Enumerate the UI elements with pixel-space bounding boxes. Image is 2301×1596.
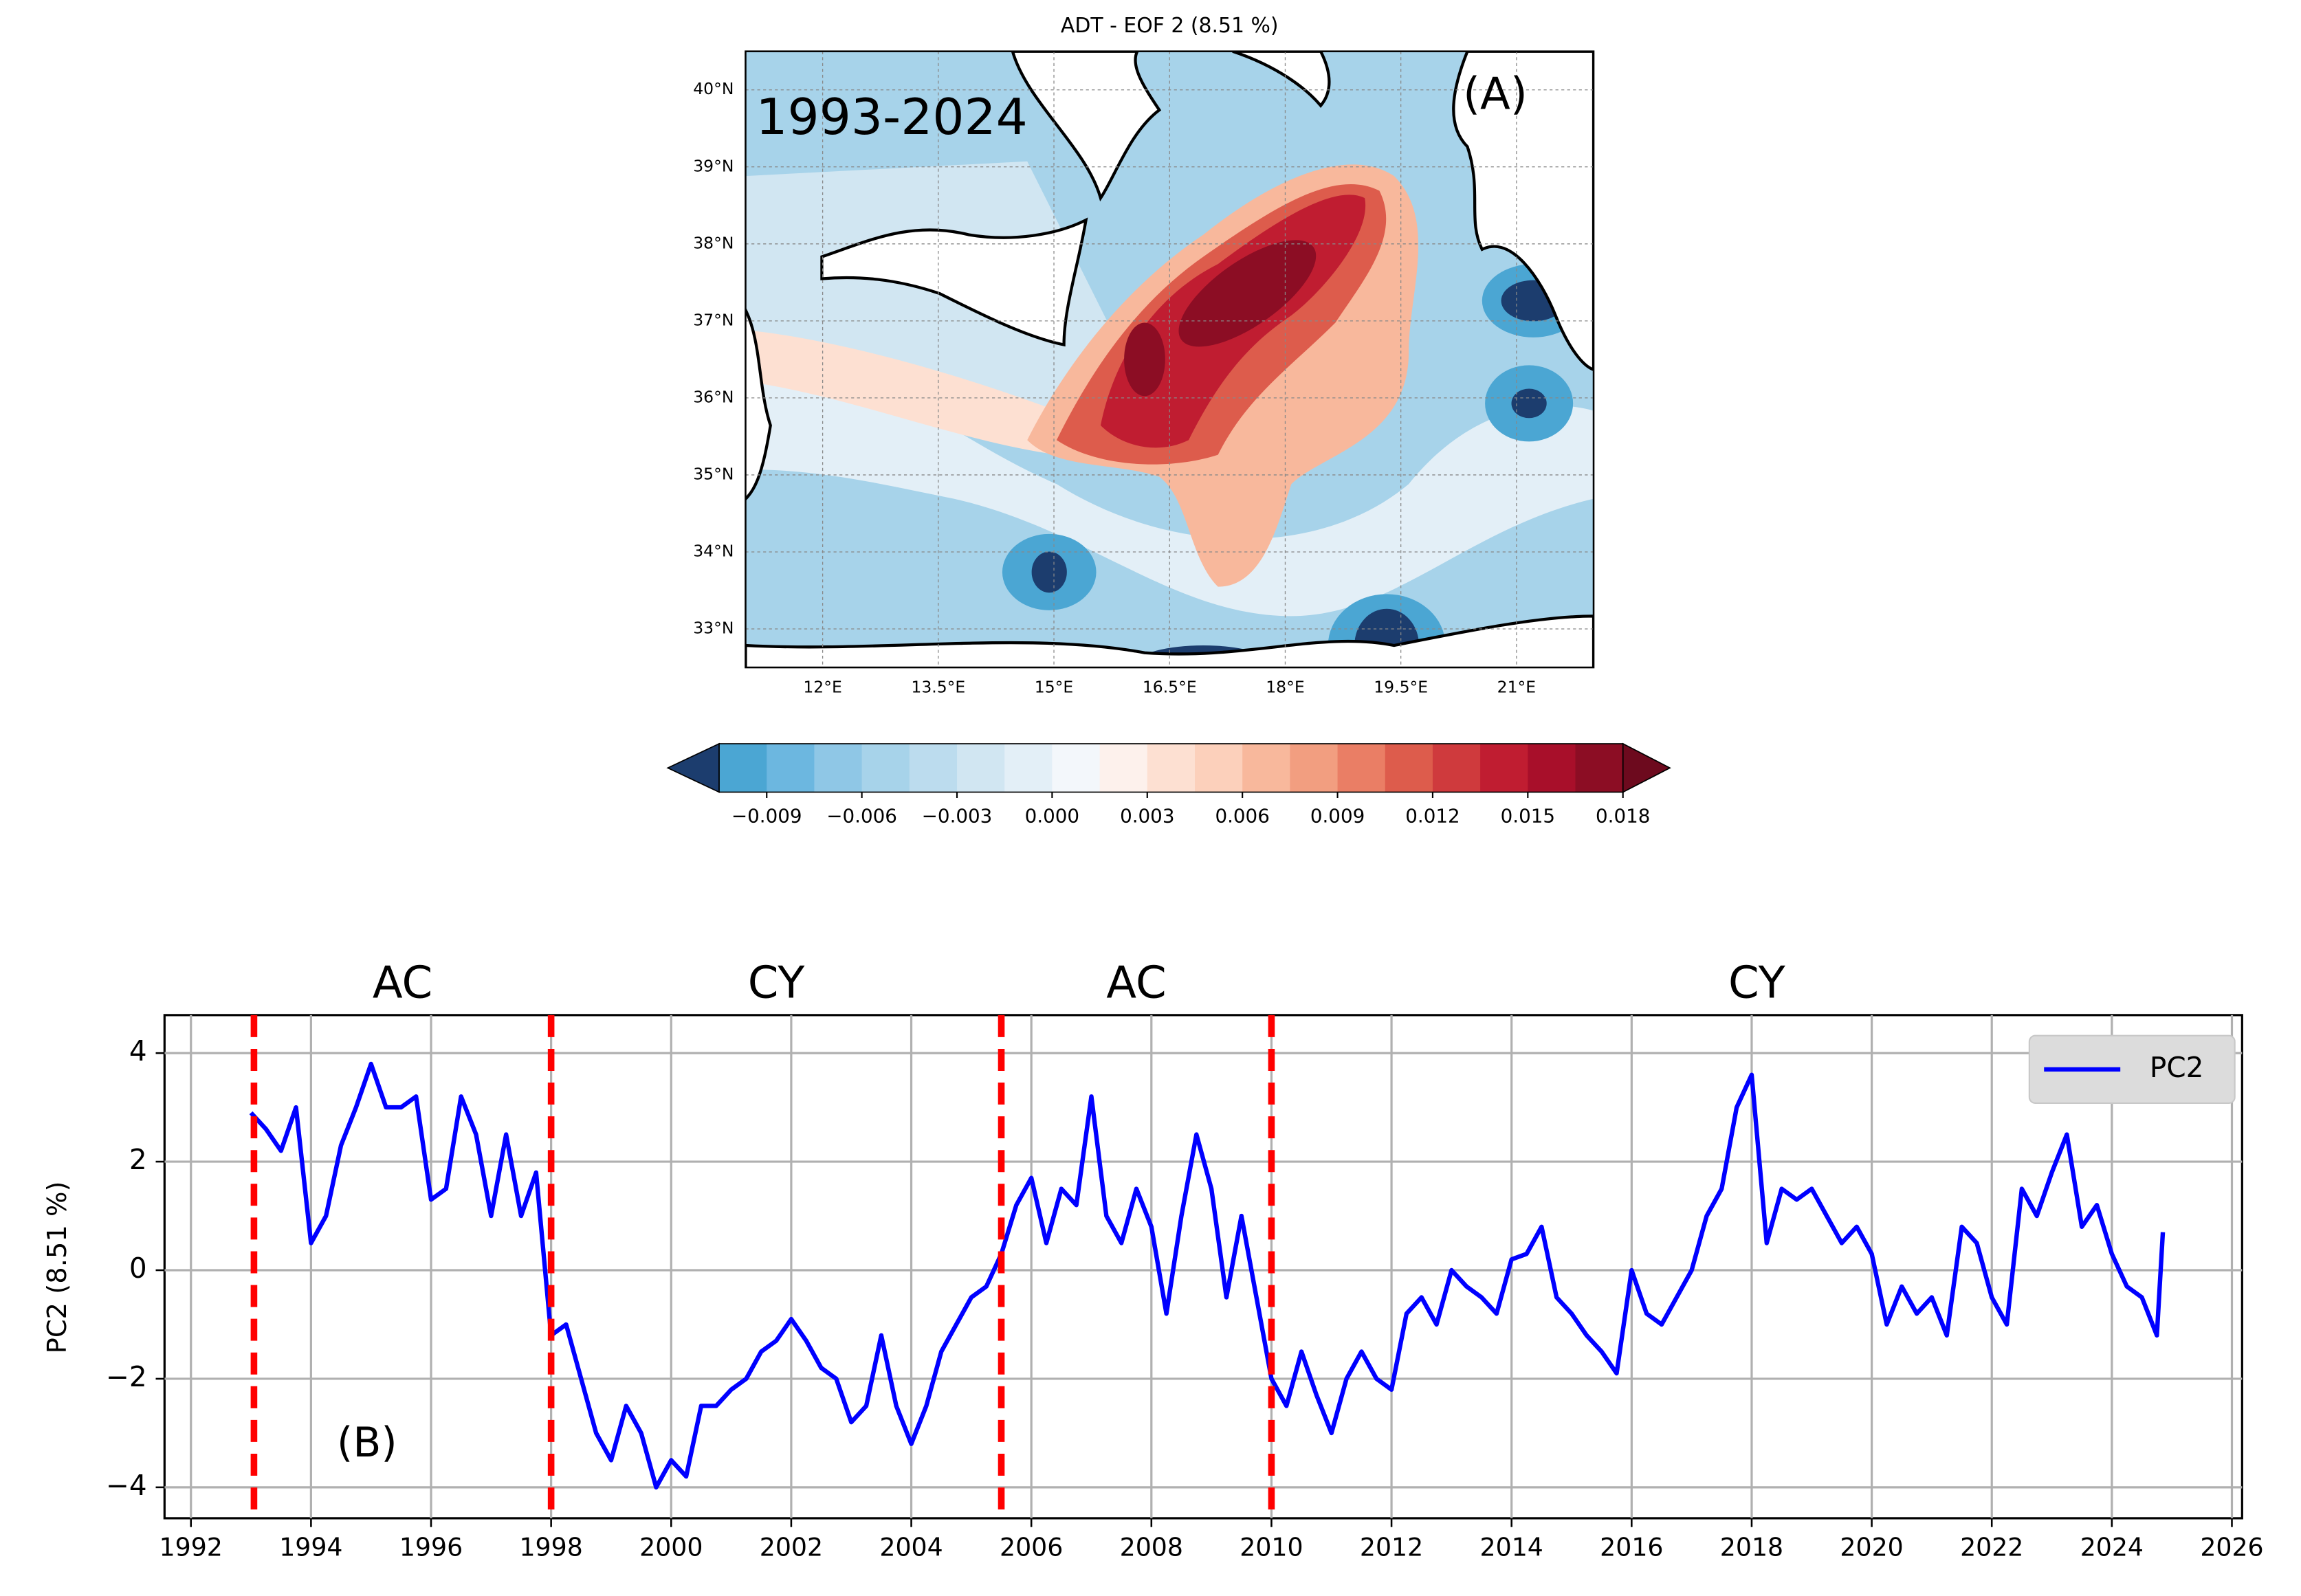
x-tick-label: 2022 — [1960, 1533, 2023, 1562]
y-tick-label: 2 — [129, 1143, 147, 1176]
colorbar-bin — [1099, 744, 1148, 793]
x-tick-label: 2026 — [2200, 1533, 2263, 1562]
colorbar-bin — [1242, 744, 1291, 793]
y-tick-label: −2 — [106, 1360, 147, 1393]
x-tick-label: 2014 — [1480, 1533, 1543, 1562]
colorbar-extend — [666, 742, 720, 793]
map-frame — [745, 50, 1595, 669]
colorbar-bin — [1480, 744, 1528, 793]
x-tick-label: 1996 — [399, 1533, 463, 1562]
panel-label: (B) — [337, 1419, 397, 1467]
colorbar-bin — [719, 744, 767, 793]
legend-box — [2028, 1034, 2236, 1104]
x-tick-label: 1992 — [159, 1533, 223, 1562]
colorbar-bin — [1337, 744, 1386, 793]
x-tick-label: 2018 — [1720, 1533, 1783, 1562]
data-line — [249, 1061, 2166, 1490]
colorbar-bin — [1290, 744, 1339, 793]
x-tick-label: 2010 — [1240, 1533, 1303, 1562]
colorbar-tick-label: −0.006 — [826, 805, 897, 828]
colorbar-frame — [718, 743, 1624, 793]
x-tick-label: 2012 — [1360, 1533, 1423, 1562]
colorbar-tick-label: −0.003 — [922, 805, 993, 828]
y-tick-label: 34°N — [693, 541, 734, 560]
colorbar-bin — [861, 744, 910, 793]
y-tick-label: 33°N — [693, 619, 734, 638]
x-tick-label: 18°E — [1266, 677, 1304, 696]
y-tick-label: 36°N — [693, 387, 734, 406]
map-annotation: 1993-2024 — [756, 89, 1027, 146]
x-tick-label: 2006 — [1000, 1533, 1063, 1562]
colorbar-bin — [1575, 744, 1624, 793]
map-title: ADT - EOF 2 (8.51 %) — [1061, 14, 1279, 38]
y-tick-label: 39°N — [693, 156, 734, 175]
colorbar-tick-label: 0.000 — [1025, 805, 1079, 828]
colorbar-tick-label: 0.003 — [1120, 805, 1174, 828]
x-tick-label: 15°E — [1035, 677, 1073, 696]
regime-label: CY — [1728, 958, 1786, 1009]
colorbar-bin — [1528, 744, 1576, 793]
map-grid — [745, 51, 1594, 668]
colorbar-bin — [1432, 744, 1481, 793]
x-tick-label: 12°E — [803, 677, 841, 696]
x-tick-label: 2004 — [879, 1533, 943, 1562]
x-tick-label: 21°E — [1497, 677, 1536, 696]
legend-label: PC2 — [2150, 1051, 2204, 1084]
x-tick-label: 16.5°E — [1143, 677, 1197, 696]
regime-label: AC — [373, 958, 432, 1009]
plot-frame — [163, 1014, 2243, 1520]
x-tick-label: 2002 — [760, 1533, 823, 1562]
colorbar-tick-label: −0.009 — [731, 805, 802, 828]
colorbar-bin — [767, 744, 815, 793]
map-field — [745, 51, 1594, 668]
y-tick-label: 38°N — [693, 233, 734, 252]
x-tick-label: 1994 — [279, 1533, 342, 1562]
colorbar-tick-label: 0.006 — [1215, 805, 1269, 828]
colorbar-bin — [1052, 744, 1101, 793]
colorbar-bin — [909, 744, 958, 793]
colorbar-bin — [814, 744, 863, 793]
colorbar-bin — [1385, 744, 1433, 793]
y-tick-label: 0 — [129, 1252, 147, 1285]
y-axis-label: PC2 (8.51 %) — [42, 1182, 73, 1354]
colorbar-bin — [1004, 744, 1053, 793]
x-tick-label: 2024 — [2080, 1533, 2144, 1562]
colorbar-tick-label: 0.009 — [1310, 805, 1365, 828]
x-tick-label: 13.5°E — [911, 677, 965, 696]
y-tick-label: 37°N — [693, 310, 734, 329]
x-tick-label: 2000 — [639, 1533, 703, 1562]
colorbar-bin — [957, 744, 1005, 793]
x-tick-label: 2016 — [1600, 1533, 1663, 1562]
y-tick-label: −4 — [106, 1469, 147, 1502]
y-tick-label: 35°N — [693, 464, 734, 483]
colorbar-tick-label: 0.018 — [1596, 805, 1650, 828]
map-annotation: (A) — [1463, 69, 1528, 120]
colorbar-tick-label: 0.015 — [1501, 805, 1555, 828]
colorbar-tick-label: 0.012 — [1405, 805, 1460, 828]
regime-label: CY — [748, 958, 806, 1009]
y-tick-label: 4 — [129, 1034, 147, 1067]
x-tick-label: 2020 — [1840, 1533, 1903, 1562]
x-tick-label: 2008 — [1120, 1533, 1183, 1562]
x-tick-label: 19.5°E — [1374, 677, 1428, 696]
regime-label: AC — [1106, 958, 1166, 1009]
colorbar-bin — [1147, 744, 1196, 793]
y-tick-label: 40°N — [693, 79, 734, 98]
colorbar-bin — [1194, 744, 1243, 793]
x-tick-label: 1998 — [519, 1533, 582, 1562]
colorbar-extend — [1622, 742, 1671, 793]
